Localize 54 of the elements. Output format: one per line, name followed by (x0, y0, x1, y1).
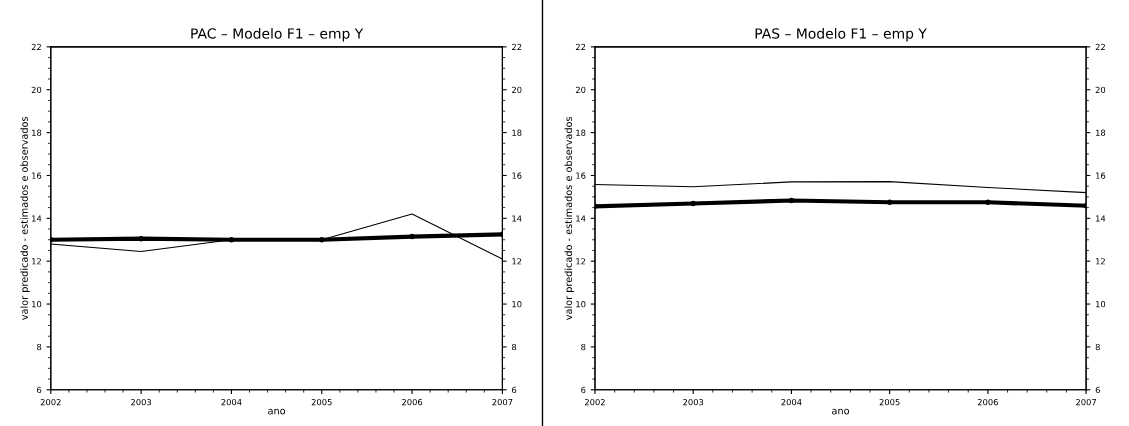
y-tick-label: 6 (37, 386, 42, 394)
y2-tick-label: 20 (1095, 86, 1106, 94)
y-tick-label: 8 (581, 343, 586, 351)
y-tick-label: 20 (575, 86, 586, 94)
y-tick-label: 14 (32, 215, 42, 222)
x-tick-label: 2003 (683, 398, 704, 406)
y-tick-label: 16 (576, 172, 586, 179)
chart-title: PAC – Modelo F1 – emp Y (191, 27, 364, 42)
y-tick-label: 12 (576, 258, 586, 265)
y-tick-label: 10 (576, 301, 586, 308)
x-tick-label: 2006 (402, 398, 423, 406)
y-tick-label: 6 (581, 386, 586, 394)
y2-tick-label: 8 (1095, 343, 1100, 351)
y-tick-label: 20 (31, 86, 42, 94)
x-tick-label: 2007 (492, 398, 513, 406)
x-axis-title: ano (268, 408, 286, 415)
x-tick-label: 2004 (221, 398, 242, 406)
y2-tick-label: 18 (1096, 129, 1106, 136)
y2-tick-label: 16 (512, 172, 522, 179)
x-tick-label: 2006 (977, 398, 998, 406)
y2-tick-label: 18 (512, 129, 522, 136)
y2-tick-label: 12 (512, 258, 522, 265)
y2-tick-label: 8 (512, 343, 517, 351)
y2-tick-label: 22 (512, 43, 522, 51)
x-tick-label: 2005 (879, 398, 900, 406)
y2-tick-label: 22 (1095, 43, 1105, 51)
y2-tick-label: 14 (1096, 215, 1106, 222)
y-tick-label: 22 (575, 43, 586, 51)
x-axis-title: ano (832, 408, 850, 415)
chart-title: PAS – Modelo F1 – emp Y (755, 27, 927, 42)
y2-tick-label: 6 (1095, 386, 1100, 394)
y-tick-label: 10 (32, 301, 42, 308)
y-tick-label: 12 (32, 258, 41, 265)
y2-tick-label: 20 (512, 86, 522, 94)
y2-tick-label: 14 (512, 215, 522, 222)
y2-tick-label: 10 (1096, 301, 1106, 308)
x-tick-label: 2002 (40, 398, 61, 406)
y-axis-title: valor predicado - estimados e observados (20, 116, 30, 320)
y-axis-title: valor predicado - estimados e observados (564, 116, 574, 320)
x-tick-label: 2007 (1076, 398, 1096, 406)
y-tick-label: 22 (31, 43, 41, 51)
y-tick-label: 18 (32, 129, 42, 136)
x-tick-label: 2003 (131, 398, 152, 406)
y-tick-label: 14 (576, 215, 586, 222)
x-tick-label: 2004 (781, 398, 802, 406)
y2-tick-label: 10 (512, 301, 522, 308)
y2-tick-label: 6 (512, 386, 517, 394)
x-tick-label: 2005 (311, 398, 332, 406)
x-tick-label: 2002 (584, 398, 605, 406)
y-tick-label: 18 (576, 129, 586, 136)
y-tick-label: 8 (37, 343, 42, 351)
y2-tick-label: 16 (1096, 172, 1106, 179)
y-tick-label: 16 (32, 172, 42, 179)
y2-tick-label: 12 (1096, 258, 1105, 265)
